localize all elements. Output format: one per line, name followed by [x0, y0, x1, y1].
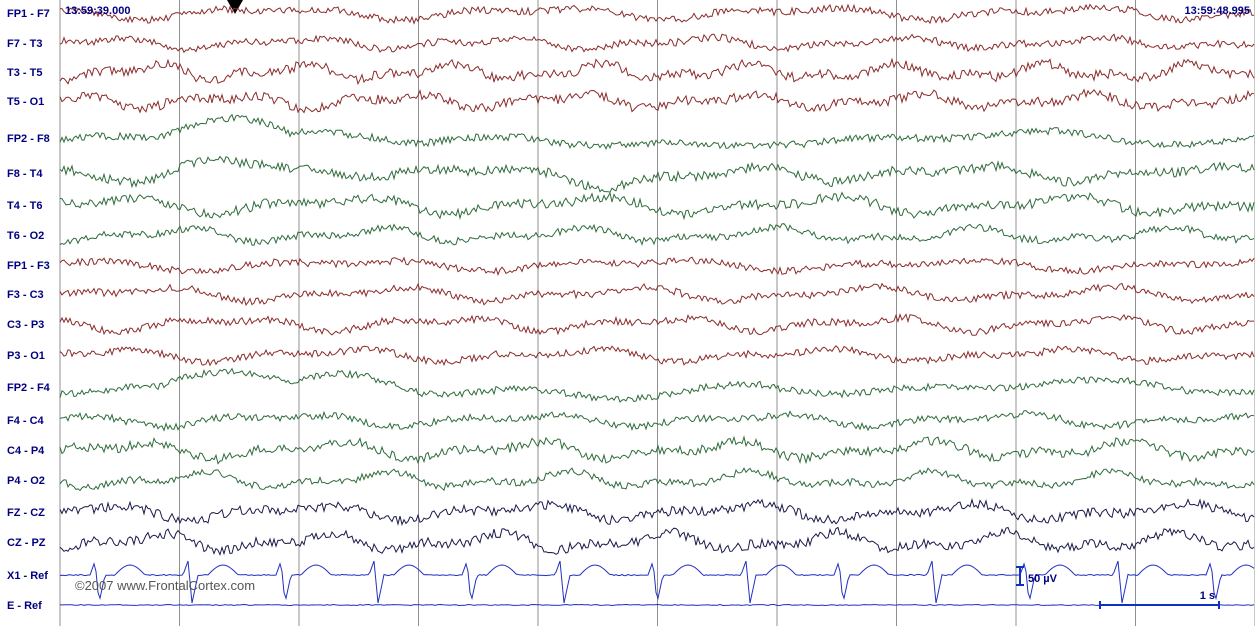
- channel-label: F4 - C4: [7, 415, 45, 427]
- channel-label: FP1 - F7: [7, 8, 50, 20]
- channel-label: P4 - O2: [7, 475, 45, 487]
- channel-label: C3 - P3: [7, 319, 44, 331]
- channel-label: E - Ref: [7, 600, 42, 612]
- channel-label: F3 - C3: [7, 289, 44, 301]
- channel-label: FZ - CZ: [7, 507, 45, 519]
- scale-bar-time-label: 1 s: [1200, 590, 1215, 602]
- channel-label: FP2 - F8: [7, 133, 50, 145]
- channel-label: FP2 - F4: [7, 382, 51, 394]
- channel-label: FP1 - F3: [7, 260, 50, 272]
- channel-label: T5 - O1: [7, 96, 44, 108]
- channel-label: C4 - P4: [7, 445, 45, 457]
- channel-label: T4 - T6: [7, 200, 42, 212]
- channel-label: X1 - Ref: [7, 570, 48, 582]
- plot-background: [0, 0, 1255, 626]
- timestamp-start: 13:59:39.000: [65, 5, 130, 17]
- channel-label: F8 - T4: [7, 168, 43, 180]
- channel-label: CZ - PZ: [7, 537, 46, 549]
- scale-bar-voltage-label: 50 µV: [1028, 573, 1058, 585]
- watermark-text: ©2007 www.FrontalCortex.com: [75, 578, 255, 593]
- channel-label: F7 - T3: [7, 38, 42, 50]
- channel-label: P3 - O1: [7, 350, 45, 362]
- channel-label: T6 - O2: [7, 230, 44, 242]
- timestamp-end: 13:59:48.995: [1185, 5, 1250, 17]
- channel-label: T3 - T5: [7, 67, 42, 79]
- eeg-svg: FP1 - F7 F7 - T3 T3 - T5 T5 - O1 FP2 - F8 F8 …: [0, 0, 1255, 626]
- eeg-chart: FP1 - F7 F7 - T3 T3 - T5 T5 - O1 FP2 - F8 F8 …: [0, 0, 1255, 626]
